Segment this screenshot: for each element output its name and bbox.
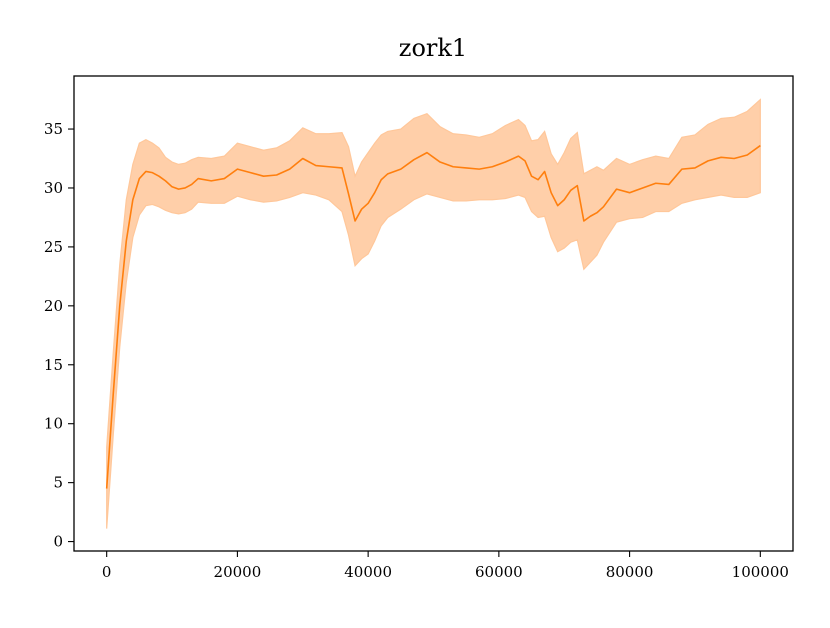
y-tick-label: 0 [53, 533, 63, 551]
y-tick-label: 35 [44, 120, 63, 138]
y-tick-label: 25 [44, 238, 63, 256]
series-line-0 [105, 144, 761, 489]
y-tick-label: 5 [53, 474, 63, 492]
axes: 0 20000 40000 60000 80000 100000 0 5 10 15 20 25 30 3… [44, 75, 794, 581]
x-tick-label: 20000 [214, 563, 262, 581]
x-tick-label: 100000 [732, 563, 789, 581]
chart-title: zork1 [399, 34, 467, 62]
confidence-band-0 [106, 98, 761, 529]
y-tick-label: 30 [44, 179, 63, 197]
plot-frame [73, 75, 794, 552]
x-tick-label: 40000 [344, 563, 392, 581]
x-tick-label: 60000 [475, 563, 523, 581]
x-tick-label: 80000 [606, 563, 654, 581]
y-tick-label: 20 [44, 297, 63, 315]
y-tick-label: 10 [44, 415, 63, 433]
x-tick-label: 0 [102, 563, 112, 581]
y-tick-label: 15 [44, 356, 63, 374]
confidence-band-layer [106, 98, 761, 529]
series-line-layer [105, 144, 761, 489]
